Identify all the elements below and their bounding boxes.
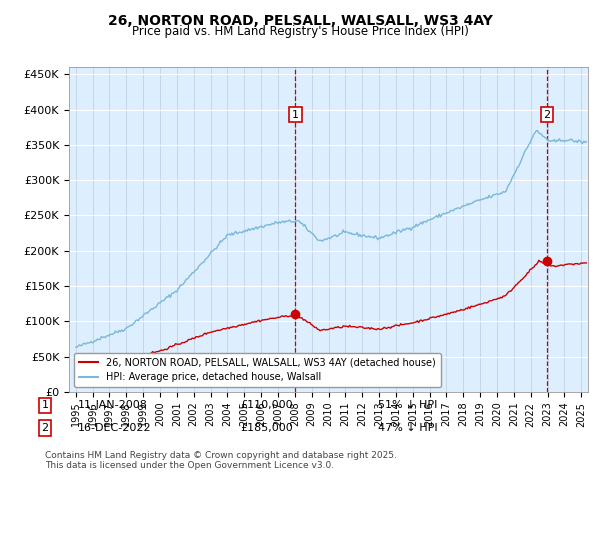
Text: 16-DEC-2022: 16-DEC-2022 bbox=[78, 423, 152, 433]
Text: 26, NORTON ROAD, PELSALL, WALSALL, WS3 4AY: 26, NORTON ROAD, PELSALL, WALSALL, WS3 4… bbox=[107, 14, 493, 28]
Text: 1: 1 bbox=[292, 110, 299, 119]
Legend: 26, NORTON ROAD, PELSALL, WALSALL, WS3 4AY (detached house), HPI: Average price,: 26, NORTON ROAD, PELSALL, WALSALL, WS3 4… bbox=[74, 353, 440, 387]
Text: 51% ↓ HPI: 51% ↓ HPI bbox=[378, 400, 437, 410]
Text: Contains HM Land Registry data © Crown copyright and database right 2025.
This d: Contains HM Land Registry data © Crown c… bbox=[45, 451, 397, 470]
Text: 11-JAN-2008: 11-JAN-2008 bbox=[78, 400, 148, 410]
Text: 2: 2 bbox=[543, 110, 550, 119]
Text: 2: 2 bbox=[41, 423, 49, 433]
Text: 47% ↓ HPI: 47% ↓ HPI bbox=[378, 423, 437, 433]
Text: Price paid vs. HM Land Registry's House Price Index (HPI): Price paid vs. HM Land Registry's House … bbox=[131, 25, 469, 38]
Text: 1: 1 bbox=[41, 400, 49, 410]
Text: £185,000: £185,000 bbox=[240, 423, 293, 433]
Text: £110,000: £110,000 bbox=[240, 400, 293, 410]
